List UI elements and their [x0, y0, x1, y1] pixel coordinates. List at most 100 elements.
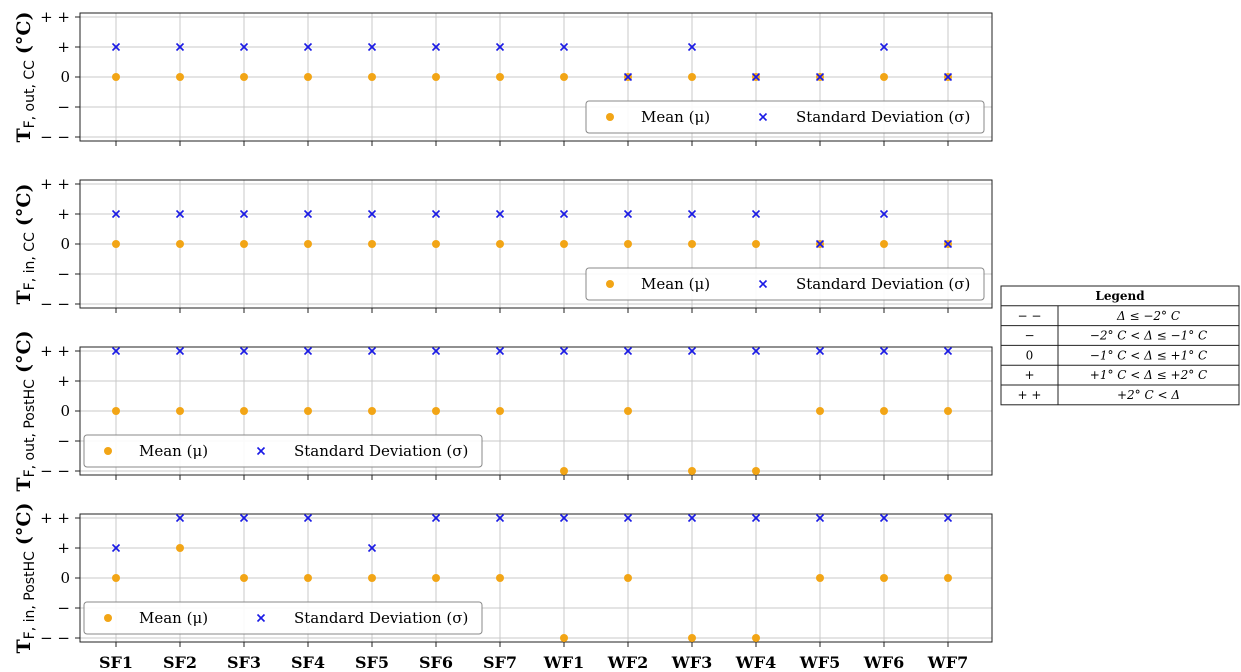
x-tick-label: WF7 — [927, 653, 968, 672]
plot-legend: Mean (μ) Standard Deviation (σ) — [83, 434, 483, 468]
std-point-stroke — [111, 346, 121, 356]
std-point — [815, 239, 825, 249]
std-point — [879, 346, 889, 356]
mean-point — [496, 240, 504, 248]
plot-legend: Mean (μ) Standard Deviation (σ) — [83, 601, 483, 635]
x-tick-label: SF7 — [483, 653, 517, 672]
y-axis-label-subscript: F, out, PostHC — [22, 379, 38, 478]
y-tick-label: + + — [40, 175, 70, 193]
std-point — [623, 72, 633, 82]
std-point-stroke — [175, 209, 185, 219]
y-tick-label: − − — [40, 295, 70, 313]
legend-box — [585, 267, 985, 301]
legend-box — [585, 100, 985, 134]
std-point-stroke — [303, 513, 313, 523]
std-point — [431, 513, 441, 523]
std-point-stroke — [175, 42, 185, 52]
std-point-stroke — [495, 209, 505, 219]
legend-table-symbol: + + — [1018, 388, 1042, 402]
mean-point — [944, 407, 952, 415]
x-tick-label: SF3 — [227, 653, 261, 672]
legend-table-title: Legend — [1095, 289, 1145, 303]
y-tick-label: + — [57, 205, 70, 223]
std-point — [175, 209, 185, 219]
legend-std-marker — [256, 446, 266, 456]
y-tick-label: − − — [40, 128, 70, 146]
mean-point — [240, 240, 248, 248]
std-point — [943, 513, 953, 523]
std-point — [111, 209, 121, 219]
y-tick-label: − — [57, 98, 70, 116]
plot-legend: Mean (μ) Standard Deviation (σ) — [585, 267, 985, 301]
std-point — [495, 42, 505, 52]
legend-table-condition: Δ ≤ −2° C — [1116, 309, 1180, 323]
mean-point — [816, 574, 824, 582]
std-point-stroke — [111, 42, 121, 52]
x-tick-label: WF5 — [799, 653, 840, 672]
std-point-stroke — [495, 513, 505, 523]
mean-point — [880, 240, 888, 248]
std-point-stroke — [815, 513, 825, 523]
std-point-stroke — [303, 42, 313, 52]
mean-point — [112, 73, 120, 81]
std-point-stroke — [111, 209, 121, 219]
mean-point — [112, 574, 120, 582]
mean-point — [496, 574, 504, 582]
std-point-stroke — [367, 543, 377, 553]
mean-point — [560, 634, 568, 642]
mean-point — [432, 574, 440, 582]
std-point-stroke — [559, 513, 569, 523]
std-point — [559, 209, 569, 219]
std-point-stroke — [559, 346, 569, 356]
legend-mean-marker — [104, 614, 112, 622]
std-point — [431, 346, 441, 356]
mean-point — [432, 407, 440, 415]
panel-3: − − − 0 + + + TF, out, PostHC (°C) Mean (μ) Stan… — [13, 330, 993, 492]
mean-point — [560, 467, 568, 475]
y-axis-label: TF, out, CC (°C) — [13, 11, 38, 142]
std-point — [111, 346, 121, 356]
x-tick-label: SF2 — [163, 653, 197, 672]
mean-point — [944, 574, 952, 582]
mean-point — [368, 73, 376, 81]
legend-table-condition: −1° C < Δ ≤ +1° C — [1090, 348, 1207, 362]
x-tick-label: SF4 — [291, 653, 325, 672]
y-tick-label: − — [57, 432, 70, 450]
std-point — [111, 42, 121, 52]
std-point — [687, 42, 697, 52]
y-axis-label-main: T — [13, 639, 35, 653]
y-tick-label: − — [57, 265, 70, 283]
y-axis-label-main: T — [13, 477, 35, 491]
std-point-stroke — [687, 42, 697, 52]
legend-table: Legend − − Δ ≤ −2° C − −2° C < Δ ≤ −1° C 0 −1°… — [1000, 285, 1240, 406]
y-axis-label-main: T — [13, 128, 35, 142]
std-point — [111, 543, 121, 553]
panel-1: − − − 0 + + + TF, out, CC (°C) Mean (μ) Standard… — [13, 8, 993, 146]
mean-point — [368, 240, 376, 248]
legend-std-label: Standard Deviation (σ) — [796, 108, 970, 126]
std-point — [495, 513, 505, 523]
std-point-stroke — [687, 209, 697, 219]
std-point — [815, 346, 825, 356]
std-point — [943, 239, 953, 249]
std-point — [559, 513, 569, 523]
mean-point — [112, 240, 120, 248]
mean-point — [688, 467, 696, 475]
std-point-stroke — [367, 42, 377, 52]
legend-std-label: Standard Deviation (σ) — [294, 442, 468, 460]
panel-2: − − − 0 + + + TF, in, CC (°C) Mean (μ) Standard … — [13, 175, 993, 313]
y-axis-label-unit: (°C) — [13, 330, 35, 373]
y-tick-label: + + — [40, 342, 70, 360]
std-point — [239, 346, 249, 356]
mean-point — [816, 407, 824, 415]
x-tick-label: WF4 — [735, 653, 776, 672]
std-point — [303, 42, 313, 52]
mean-point — [688, 240, 696, 248]
y-tick-label: − − — [40, 462, 70, 480]
std-point-stroke — [751, 72, 761, 82]
mean-point — [880, 407, 888, 415]
std-point-stroke — [175, 346, 185, 356]
y-tick-label: 0 — [60, 569, 70, 587]
std-point-stroke — [239, 209, 249, 219]
x-tick-label: SF5 — [355, 653, 389, 672]
